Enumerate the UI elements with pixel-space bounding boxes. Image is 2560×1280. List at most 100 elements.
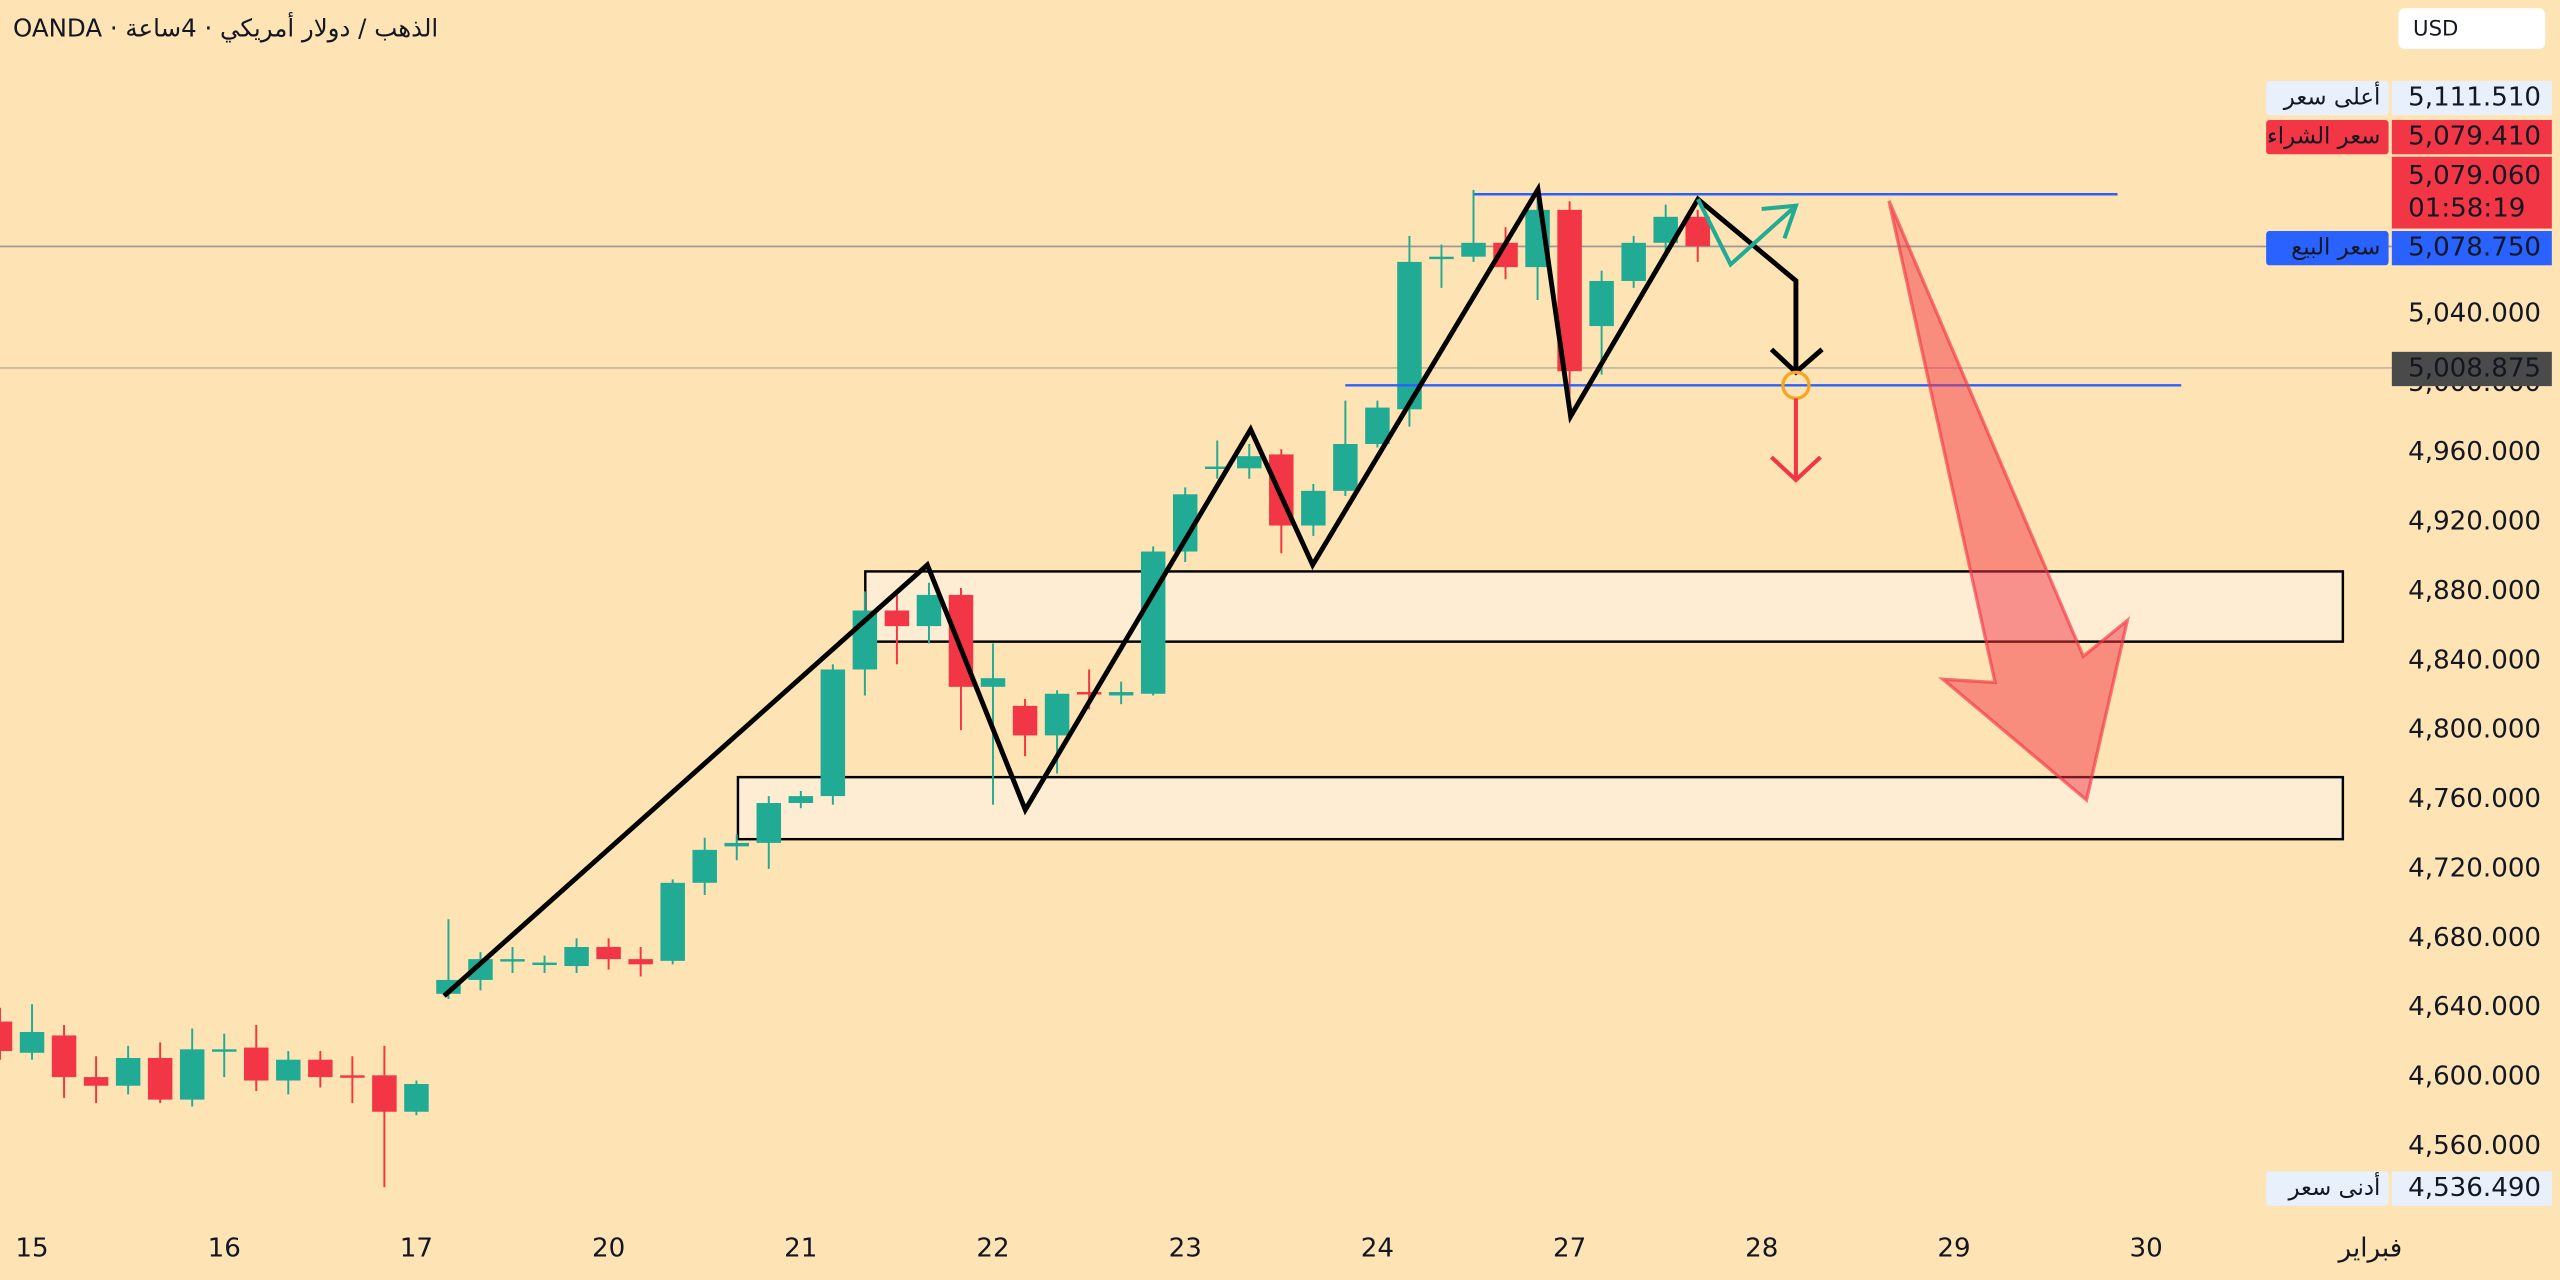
- price-label-box: [2391, 80, 2552, 116]
- price-name-box: [2266, 1171, 2389, 1206]
- y-tick-label: 4,760.000: [2408, 784, 2541, 814]
- candle-body: [1429, 256, 1454, 260]
- y-tick-label: 4,880.000: [2408, 576, 2541, 606]
- candle-body: [1140, 551, 1166, 694]
- price-name: سعر البيع: [2291, 235, 2380, 261]
- x-tick-label: 16: [208, 1233, 241, 1263]
- candle-body: [788, 796, 814, 804]
- candle-body: [115, 1057, 141, 1086]
- candle-body: [660, 882, 685, 961]
- candle-body: [756, 803, 782, 843]
- price-name: أعلى سعر: [2283, 81, 2381, 110]
- candle-body: [468, 959, 493, 980]
- axes: 4,560.000 4,600.000 4,640.000 4,680.000 4,72…: [15, 298, 2541, 1263]
- chart-title: OANDA · الذهب / دولار أمريكي · 4ساعة: [13, 12, 438, 42]
- candle-body: [1012, 705, 1038, 736]
- candle-body: [628, 959, 653, 965]
- price-label-box: [2391, 120, 2552, 155]
- x-tick-label: 28: [1745, 1233, 1778, 1263]
- price-label: 5,008.875: [2408, 353, 2541, 383]
- price-label-box: [2391, 231, 2552, 266]
- x-tick-label: 22: [976, 1233, 1009, 1263]
- candle-body: [179, 1049, 205, 1100]
- candle-body: [884, 610, 910, 627]
- candle-body: [1204, 466, 1230, 470]
- candle-body: [19, 1031, 45, 1053]
- x-tick-label: 30: [2130, 1233, 2163, 1263]
- candle-body: [820, 669, 846, 797]
- x-tick-label: 20: [592, 1233, 625, 1263]
- y-tick-label: 4,680.000: [2408, 923, 2541, 953]
- x-tick-label: 15: [15, 1233, 48, 1263]
- candle-body: [1461, 242, 1486, 257]
- price-name-box: [2266, 120, 2389, 155]
- y-tick-label: 4,560.000: [2408, 1131, 2541, 1161]
- candle-body: [1237, 456, 1262, 469]
- candle-body: [724, 842, 749, 847]
- candle-body: [1685, 216, 1710, 247]
- candle-body: [340, 1075, 365, 1078]
- price-name: سعر الشراء: [2267, 124, 2380, 150]
- price-name-box: [2266, 231, 2389, 266]
- y-tick-label: 4,640.000: [2408, 992, 2541, 1022]
- candle-body: [1108, 692, 1134, 696]
- price-label: 5,078.750: [2408, 233, 2541, 263]
- price-label-box: [2391, 351, 2552, 387]
- price-lines: [0, 245, 2392, 369]
- price-name: أدنى سعر: [2287, 1172, 2380, 1201]
- x-tick-label: 24: [1361, 1233, 1394, 1263]
- candle-body: [564, 946, 589, 967]
- arrow-head: [1770, 455, 1822, 483]
- candle-body: [244, 1047, 269, 1081]
- candle-body: [83, 1077, 109, 1086]
- price-name-box: [2266, 80, 2389, 116]
- candle-body: [1333, 444, 1358, 491]
- x-tick-label: 21: [784, 1233, 817, 1263]
- currency[interactable]: USD: [2413, 16, 2458, 41]
- x-tick-label: 17: [400, 1233, 433, 1263]
- candle-body: [692, 849, 717, 883]
- candle-body: [276, 1059, 301, 1081]
- candle-body: [1076, 692, 1102, 695]
- candle-body: [1621, 242, 1646, 281]
- projection: [1696, 198, 1798, 268]
- x-tick-label: فبراير: [2337, 1233, 2403, 1263]
- candle-body: [980, 678, 1006, 687]
- arrow-head: [1761, 203, 1799, 240]
- price-label: 5,079.060: [2408, 161, 2541, 191]
- candle-body: [51, 1035, 77, 1078]
- candle-body: [211, 1049, 237, 1052]
- candle-body: [404, 1084, 429, 1112]
- big-arrow: [1887, 200, 2130, 803]
- price-label: 5,079.410: [2408, 122, 2541, 152]
- y-tick-label: 5,040.000: [2408, 298, 2541, 328]
- candle-body: [532, 962, 557, 966]
- currency-button[interactable]: [2398, 8, 2546, 49]
- price-label: 4,536.490: [2408, 1173, 2541, 1203]
- x-tick-label: 27: [1553, 1233, 1586, 1263]
- price-label: 5,111.510: [2408, 82, 2541, 112]
- candle-body: [916, 594, 942, 627]
- price-label-box: [2391, 156, 2552, 229]
- candle-body: [1301, 490, 1326, 526]
- y-tick-label: 4,800.000: [2408, 715, 2541, 745]
- x-tick-label: 23: [1169, 1233, 1202, 1263]
- x-tick-label: 29: [1937, 1233, 1970, 1263]
- price-label-box: [2391, 1171, 2552, 1206]
- candle-body: [1365, 407, 1390, 445]
- candle-body: [1044, 693, 1070, 736]
- drawings: [442, 182, 2182, 998]
- candle-body: [0, 1021, 13, 1052]
- zone-box: [864, 570, 2345, 643]
- y-tick-label: 4,960.000: [2408, 437, 2541, 467]
- candle-body: [147, 1057, 173, 1100]
- countdown: 01:58:19: [2408, 193, 2525, 223]
- zone-box: [736, 775, 2345, 841]
- candle-body: [372, 1075, 397, 1112]
- y-tick-label: 4,720.000: [2408, 853, 2541, 883]
- y-tick-label: 4,840.000: [2408, 645, 2541, 675]
- y-tick-label: 4,920.000: [2408, 507, 2541, 537]
- y-tick-label: 4,600.000: [2408, 1062, 2541, 1092]
